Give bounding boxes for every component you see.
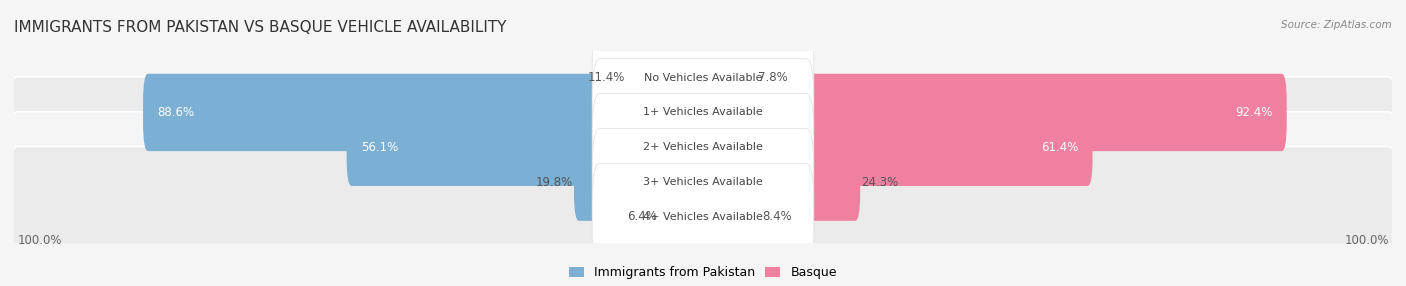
Text: 100.0%: 100.0% — [1344, 234, 1389, 247]
Text: 8.4%: 8.4% — [762, 210, 792, 223]
Text: 3+ Vehicles Available: 3+ Vehicles Available — [643, 177, 763, 187]
FancyBboxPatch shape — [697, 144, 860, 221]
FancyBboxPatch shape — [592, 163, 814, 271]
FancyBboxPatch shape — [143, 74, 709, 151]
Text: 6.4%: 6.4% — [627, 210, 657, 223]
FancyBboxPatch shape — [8, 7, 1398, 148]
FancyBboxPatch shape — [592, 94, 814, 201]
FancyBboxPatch shape — [592, 128, 814, 236]
FancyBboxPatch shape — [8, 77, 1398, 218]
Text: 19.8%: 19.8% — [536, 176, 572, 189]
Text: 56.1%: 56.1% — [361, 141, 398, 154]
FancyBboxPatch shape — [697, 109, 1092, 186]
FancyBboxPatch shape — [658, 178, 709, 256]
Text: 1+ Vehicles Available: 1+ Vehicles Available — [643, 108, 763, 118]
Text: 2+ Vehicles Available: 2+ Vehicles Available — [643, 142, 763, 152]
FancyBboxPatch shape — [8, 146, 1398, 286]
FancyBboxPatch shape — [347, 109, 709, 186]
Text: Source: ZipAtlas.com: Source: ZipAtlas.com — [1281, 20, 1392, 30]
Text: 100.0%: 100.0% — [17, 234, 62, 247]
Text: IMMIGRANTS FROM PAKISTAN VS BASQUE VEHICLE AVAILABILITY: IMMIGRANTS FROM PAKISTAN VS BASQUE VEHIC… — [14, 20, 506, 35]
FancyBboxPatch shape — [574, 144, 709, 221]
Text: 7.8%: 7.8% — [758, 71, 787, 84]
FancyBboxPatch shape — [8, 42, 1398, 183]
FancyBboxPatch shape — [592, 59, 814, 166]
FancyBboxPatch shape — [8, 112, 1398, 253]
Text: 4+ Vehicles Available: 4+ Vehicles Available — [643, 212, 763, 222]
Text: No Vehicles Available: No Vehicles Available — [644, 73, 762, 83]
Legend: Immigrants from Pakistan, Basque: Immigrants from Pakistan, Basque — [569, 266, 837, 279]
Text: 11.4%: 11.4% — [588, 71, 626, 84]
FancyBboxPatch shape — [697, 178, 761, 256]
FancyBboxPatch shape — [627, 39, 709, 116]
FancyBboxPatch shape — [697, 74, 1286, 151]
Text: 24.3%: 24.3% — [862, 176, 898, 189]
Text: 88.6%: 88.6% — [157, 106, 194, 119]
Text: 61.4%: 61.4% — [1040, 141, 1078, 154]
FancyBboxPatch shape — [697, 39, 756, 116]
Text: 92.4%: 92.4% — [1234, 106, 1272, 119]
FancyBboxPatch shape — [592, 24, 814, 131]
